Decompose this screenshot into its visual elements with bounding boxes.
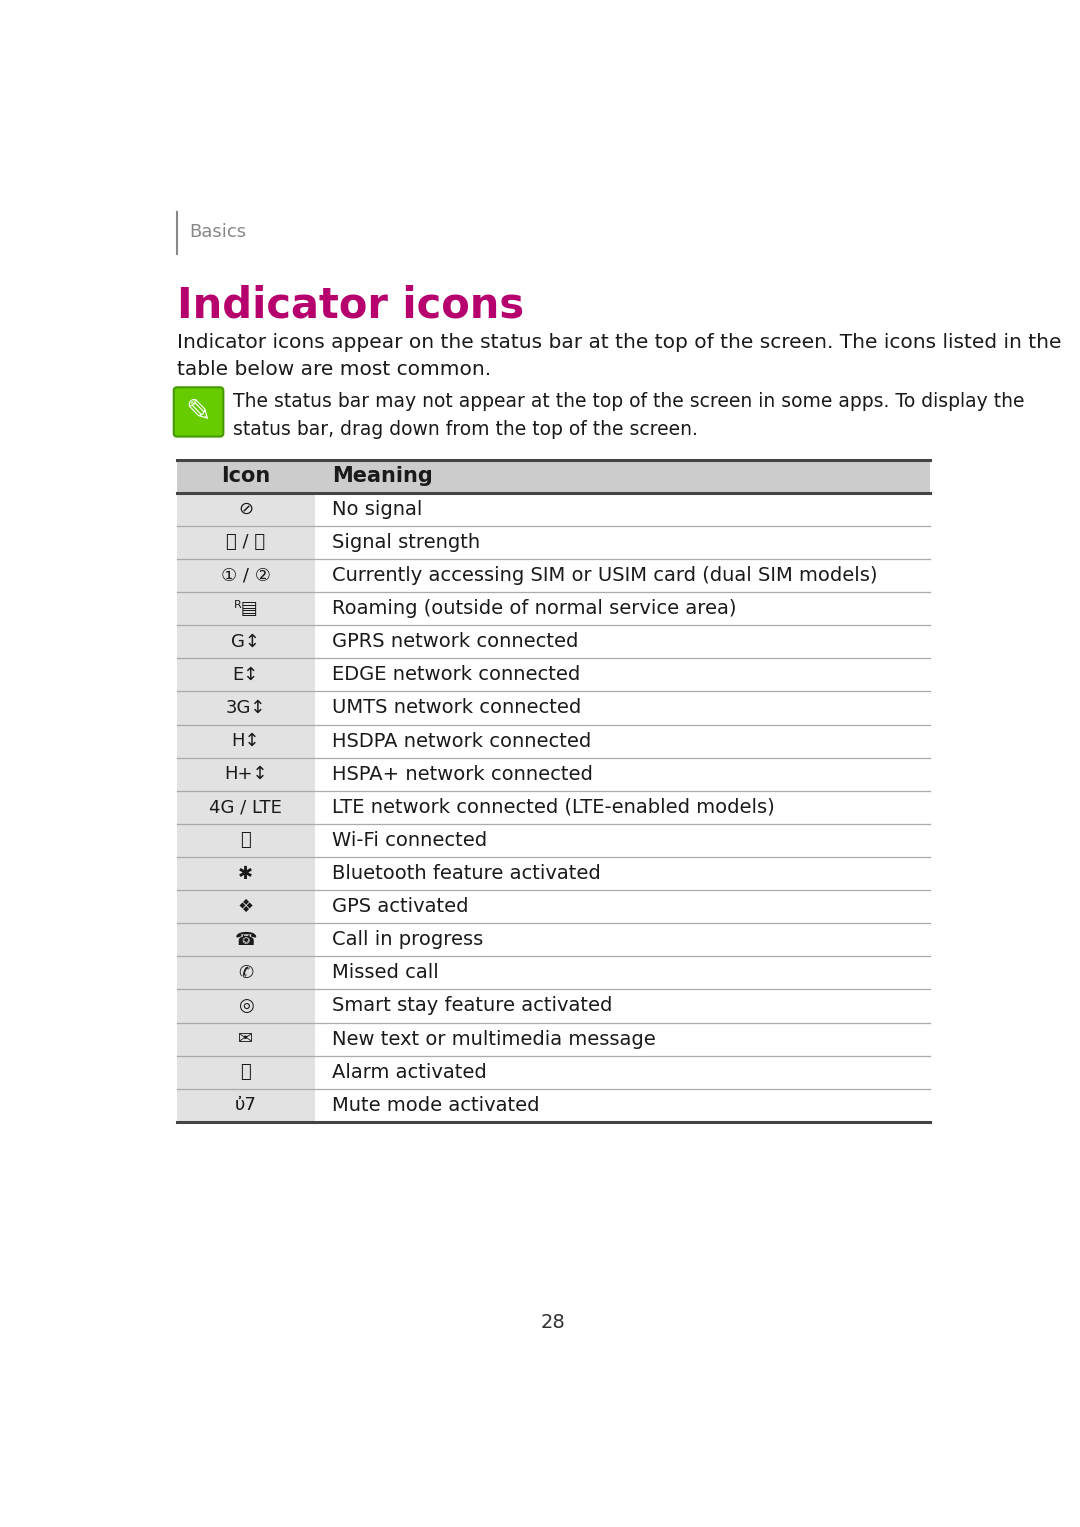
Text: GPS activated: GPS activated bbox=[332, 898, 469, 916]
Text: Wi-Fi connected: Wi-Fi connected bbox=[332, 831, 487, 851]
Bar bbox=[177, 1055, 314, 1089]
Text: Indicator icons: Indicator icons bbox=[177, 286, 524, 327]
Text: Indicator icons appear on the status bar at the top of the screen. The icons lis: Indicator icons appear on the status bar… bbox=[177, 333, 1062, 379]
Bar bbox=[177, 924, 314, 956]
Text: 3G↕: 3G↕ bbox=[226, 699, 266, 718]
Text: G↕: G↕ bbox=[231, 632, 260, 651]
Bar bbox=[177, 791, 314, 825]
Text: ✉: ✉ bbox=[239, 1031, 254, 1048]
Text: ⍂ / ⍂: ⍂ / ⍂ bbox=[227, 533, 266, 551]
Text: GPRS network connected: GPRS network connected bbox=[332, 632, 578, 652]
Text: ⊘: ⊘ bbox=[239, 501, 254, 518]
Bar bbox=[177, 890, 314, 924]
Text: ✎: ✎ bbox=[186, 397, 212, 426]
Text: ❖: ❖ bbox=[238, 898, 254, 916]
Bar bbox=[177, 825, 314, 857]
Text: Mute mode activated: Mute mode activated bbox=[332, 1096, 539, 1115]
Bar bbox=[177, 592, 314, 625]
FancyBboxPatch shape bbox=[174, 388, 224, 437]
Bar bbox=[177, 956, 314, 989]
Text: ☎: ☎ bbox=[234, 931, 257, 948]
Text: Call in progress: Call in progress bbox=[332, 930, 483, 950]
Text: H↕: H↕ bbox=[231, 731, 260, 750]
Text: H+↕: H+↕ bbox=[224, 765, 268, 783]
Text: ① / ②: ① / ② bbox=[221, 567, 271, 585]
Text: Missed call: Missed call bbox=[332, 964, 438, 982]
Text: ᴿ▤: ᴿ▤ bbox=[233, 600, 258, 617]
Text: ✱: ✱ bbox=[239, 864, 254, 883]
Bar bbox=[177, 658, 314, 692]
Bar bbox=[177, 559, 314, 592]
Text: LTE network connected (LTE-enabled models): LTE network connected (LTE-enabled model… bbox=[332, 797, 774, 817]
Bar bbox=[177, 493, 314, 525]
Text: Bluetooth feature activated: Bluetooth feature activated bbox=[332, 864, 600, 883]
Text: ⚿: ⚿ bbox=[241, 831, 252, 849]
Text: EDGE network connected: EDGE network connected bbox=[332, 666, 580, 684]
Text: 28: 28 bbox=[541, 1313, 566, 1332]
Text: ✆: ✆ bbox=[239, 964, 254, 982]
Text: ◎: ◎ bbox=[238, 997, 254, 1015]
Text: Basics: Basics bbox=[189, 223, 246, 241]
Bar bbox=[177, 857, 314, 890]
Text: Icon: Icon bbox=[221, 466, 270, 486]
Text: ⏰: ⏰ bbox=[241, 1063, 252, 1081]
Bar bbox=[177, 625, 314, 658]
Text: Roaming (outside of normal service area): Roaming (outside of normal service area) bbox=[332, 599, 737, 618]
Text: Meaning: Meaning bbox=[332, 466, 433, 486]
Text: 4G / LTE: 4G / LTE bbox=[210, 799, 282, 817]
Bar bbox=[177, 692, 314, 724]
Bar bbox=[177, 1089, 314, 1122]
Text: Smart stay feature activated: Smart stay feature activated bbox=[332, 997, 612, 1015]
Text: The status bar may not appear at the top of the screen in some apps. To display : The status bar may not appear at the top… bbox=[232, 392, 1024, 438]
Bar bbox=[177, 460, 930, 493]
Bar bbox=[177, 1023, 314, 1055]
Text: Signal strength: Signal strength bbox=[332, 533, 480, 551]
Bar bbox=[177, 525, 314, 559]
Text: Alarm activated: Alarm activated bbox=[332, 1063, 487, 1081]
Text: Currently accessing SIM or USIM card (dual SIM models): Currently accessing SIM or USIM card (du… bbox=[332, 567, 877, 585]
Text: New text or multimedia message: New text or multimedia message bbox=[332, 1029, 656, 1049]
Text: E↕: E↕ bbox=[232, 666, 259, 684]
Text: HSDPA network connected: HSDPA network connected bbox=[332, 731, 591, 751]
Bar bbox=[177, 989, 314, 1023]
Text: UMTS network connected: UMTS network connected bbox=[332, 698, 581, 718]
Text: ὐ7: ὐ7 bbox=[234, 1096, 257, 1115]
Bar bbox=[177, 757, 314, 791]
Text: No signal: No signal bbox=[332, 499, 422, 519]
Bar bbox=[177, 724, 314, 757]
Text: HSPA+ network connected: HSPA+ network connected bbox=[332, 765, 593, 783]
